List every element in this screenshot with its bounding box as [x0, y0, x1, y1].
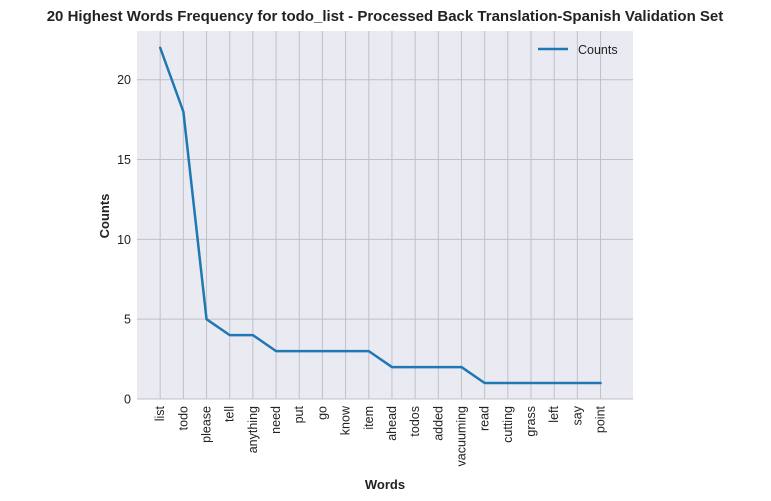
x-tick-label: need — [269, 406, 283, 434]
x-tick-label: left — [547, 405, 561, 422]
grid — [137, 31, 633, 400]
y-axis-ticks: 0 5 10 15 20 — [117, 73, 131, 406]
x-tick-label: ahead — [385, 406, 399, 441]
x-tick-label: say — [570, 405, 584, 425]
x-axis-ticks: list todo please tell anything need put go know i… — [153, 405, 607, 466]
x-tick-label: added — [431, 406, 445, 441]
x-axis-label: Words — [365, 477, 405, 492]
plot-area — [137, 31, 633, 399]
x-tick-label: cutting — [501, 406, 515, 443]
x-tick-label: please — [200, 406, 214, 443]
x-tick-label: read — [478, 406, 492, 431]
series-layer — [158, 46, 602, 385]
x-tick-label: list — [153, 405, 167, 421]
y-tick-label: 10 — [117, 233, 131, 247]
x-tick-label: item — [362, 406, 376, 430]
x-tick-label: put — [292, 405, 306, 423]
y-tick-label: 20 — [117, 73, 131, 87]
y-tick-label: 5 — [124, 313, 131, 327]
x-tick-label: grass — [524, 406, 538, 437]
x-tick-label: todos — [408, 406, 422, 437]
x-tick-label: know — [339, 405, 353, 435]
x-tick-label: vacuuming — [454, 406, 468, 466]
y-tick-label: 0 — [124, 393, 131, 407]
y-tick-label: 15 — [117, 153, 131, 167]
x-tick-label: todo — [176, 406, 190, 430]
chart-title: 20 Highest Words Frequency for todo_list… — [47, 8, 724, 25]
legend: Counts — [538, 43, 618, 57]
x-tick-label: tell — [223, 406, 237, 422]
x-tick-label: anything — [246, 406, 260, 453]
x-tick-label: point — [594, 405, 608, 433]
series-line — [158, 46, 602, 385]
legend-label: Counts — [578, 43, 618, 57]
x-tick-label: go — [315, 406, 329, 420]
y-axis-label: Counts — [97, 194, 112, 239]
